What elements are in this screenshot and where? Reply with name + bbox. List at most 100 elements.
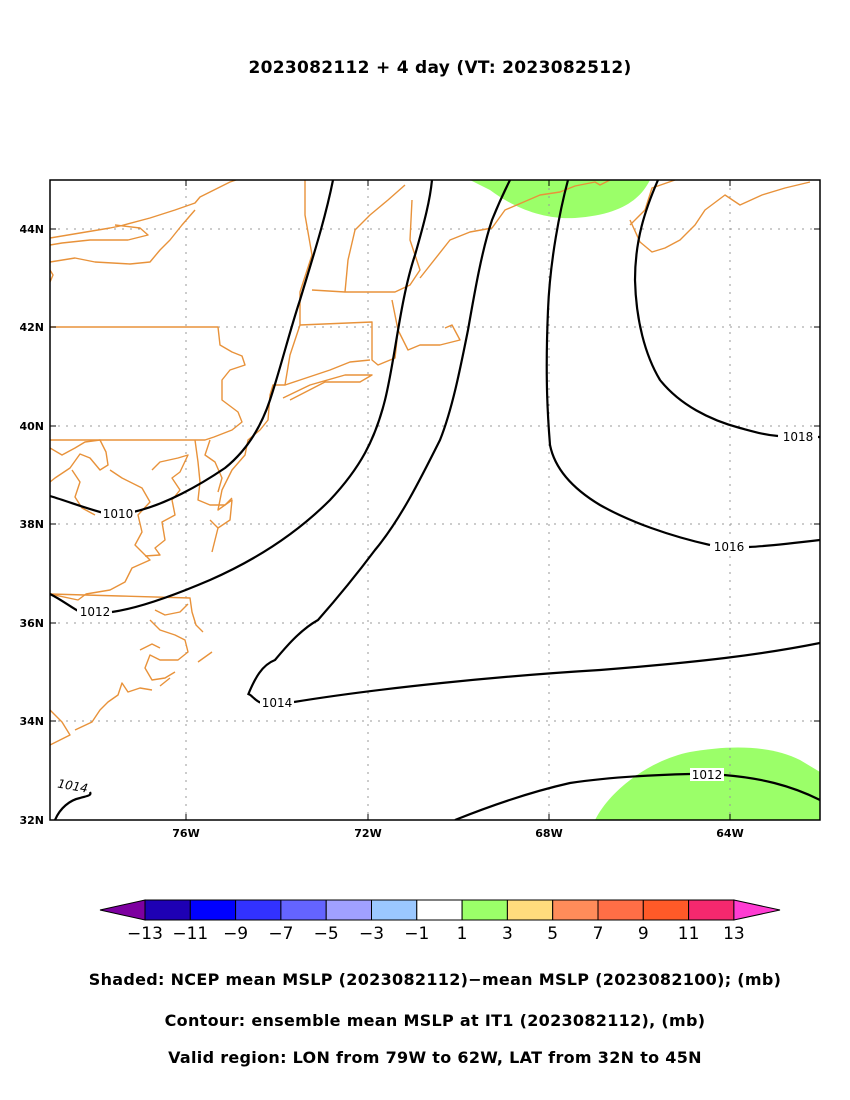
- caption-region: Valid region: LON from 79W to 62W, LAT f…: [168, 1048, 702, 1067]
- y-tick-label: 38N: [19, 518, 44, 531]
- state-border: [311, 199, 421, 293]
- contour-1012-southeast: [454, 772, 820, 820]
- y-tick-label: 36N: [19, 617, 44, 630]
- colorbar-tick-label: −5: [314, 924, 339, 944]
- coastline: [284, 359, 371, 386]
- x-tick-label: 72W: [354, 827, 381, 840]
- state-border: [299, 299, 399, 366]
- contour-1012: [50, 180, 434, 614]
- coastline: [50, 180, 237, 239]
- colorbar-swatch: [371, 899, 418, 921]
- anomaly-area-southeast: [595, 747, 820, 820]
- coastline: [50, 593, 204, 633]
- coastline: [71, 469, 96, 516]
- colorbar-tick-label: 7: [593, 924, 604, 944]
- colorbar-tick-label: 13: [723, 924, 745, 944]
- colorbar-swatch: [597, 899, 644, 921]
- coastline: [50, 469, 151, 601]
- coastline: [74, 682, 153, 731]
- colorbar-tick-label: 5: [547, 924, 558, 944]
- colorbar-tick-label: 1: [457, 924, 468, 944]
- colorbar-swatch: [189, 899, 237, 921]
- y-tick-label: 40N: [19, 420, 44, 433]
- contour-label: 1014: [56, 777, 89, 796]
- colorbar: −13 −11 −9 −7 −5 −3 −1 1 3 5 7 9 11 13: [99, 899, 781, 944]
- coastline: [159, 677, 171, 687]
- x-tick-label: 76W: [172, 827, 199, 840]
- colorbar-swatch: [280, 899, 327, 921]
- coastline: [50, 709, 71, 746]
- colorbar-swatch: [461, 899, 508, 921]
- anomaly-area-north: [470, 180, 650, 219]
- x-tick-label: 68W: [535, 827, 562, 840]
- state-border: [344, 184, 406, 293]
- coastline: [50, 269, 54, 283]
- colorbar-swatch: [552, 899, 599, 921]
- x-tick-label: 64W: [716, 827, 743, 840]
- contour-label: 1010: [103, 507, 134, 521]
- colorbar-tick-label: −11: [172, 924, 208, 944]
- contour-1016: [545, 180, 820, 549]
- contour-label: 1012: [80, 605, 111, 619]
- plot-frame: [49, 179, 821, 821]
- coastline: [397, 324, 461, 351]
- colorbar-tick-label: 11: [678, 924, 700, 944]
- colorbar-swatch: [144, 899, 191, 921]
- colorbar-tick-label: −9: [223, 924, 248, 944]
- colorbar-swatch: [416, 899, 463, 921]
- colorbar-swatch: [642, 899, 690, 921]
- y-tick-labels: 32N 34N 36N 38N 40N 42N 44N: [19, 223, 44, 827]
- state-border: [50, 209, 196, 265]
- gridlines: [50, 180, 820, 820]
- coastline: [50, 439, 109, 483]
- shaded-anomaly-layer: [470, 180, 820, 820]
- coastline: [144, 454, 189, 557]
- coastline: [209, 519, 219, 553]
- colorbar-swatch: [688, 899, 735, 921]
- colorbar-tick-label: −7: [268, 924, 293, 944]
- chart-title: 2023082112 + 4 day (VT: 2023082512): [248, 58, 632, 78]
- contour-label: 1016: [714, 540, 745, 554]
- coastline: [204, 439, 223, 493]
- colorbar-tick-label: 3: [502, 924, 513, 944]
- contour-1018: [633, 180, 820, 439]
- coastline: [282, 374, 373, 401]
- colorbar-extend-low: [99, 899, 146, 921]
- colorbar-tick-label: −13: [127, 924, 163, 944]
- colorbar-tick-label: −1: [404, 924, 429, 944]
- state-border: [50, 224, 149, 246]
- contour-label: 1018: [783, 430, 814, 444]
- contour-labels: 1010 1012 1014 1014 1016 1018 1012: [56, 430, 816, 796]
- state-border: [194, 439, 233, 506]
- contour-1014: [246, 180, 820, 705]
- contour-layer: [50, 180, 820, 820]
- y-tick-label: 42N: [19, 321, 44, 334]
- colorbar-swatch: [325, 899, 373, 921]
- caption-contour: Contour: ensemble mean MSLP at IT1 (2023…: [164, 1011, 706, 1030]
- y-axis: [50, 180, 820, 820]
- caption-shaded: Shaded: NCEP mean MSLP (2023082112)−mean…: [88, 970, 782, 989]
- colorbar-extend-high: [733, 899, 781, 921]
- state-border: [50, 326, 246, 441]
- colorbar-swatch: [235, 899, 282, 921]
- coastline: [144, 619, 189, 681]
- coastline: [217, 180, 313, 529]
- coastline: [629, 180, 676, 226]
- contour-label: 1014: [262, 696, 293, 710]
- colorbar-swatch: [506, 899, 554, 921]
- y-tick-label: 32N: [19, 814, 44, 827]
- y-tick-label: 34N: [19, 715, 44, 728]
- x-tick-labels: 76W 72W 68W 64W: [172, 827, 743, 840]
- coastline: [629, 181, 811, 253]
- y-tick-label: 44N: [19, 223, 44, 236]
- contour-1010: [50, 180, 335, 516]
- coastline: [419, 180, 611, 279]
- coastline: [154, 603, 189, 616]
- coastline: [197, 651, 213, 663]
- contour-label: 1012: [692, 768, 723, 782]
- colorbar-tick-label: −3: [359, 924, 384, 944]
- coastline-layer: [50, 180, 811, 746]
- coastline: [139, 643, 161, 651]
- colorbar-tick-label: 9: [638, 924, 649, 944]
